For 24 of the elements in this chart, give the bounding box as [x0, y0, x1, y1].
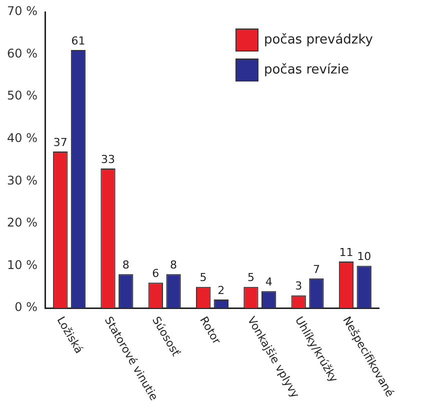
- data-label: 37: [53, 136, 68, 149]
- data-label: 2: [218, 284, 225, 297]
- y-tick-label: 10 %: [6, 258, 38, 272]
- data-label: 4: [265, 275, 272, 288]
- data-label: 6: [152, 266, 160, 280]
- data-label: 7: [312, 262, 320, 276]
- legend-label: počas prevádzky: [264, 32, 374, 48]
- y-tick-label: 50 %: [6, 88, 38, 103]
- y-tick-label: 30 %: [6, 173, 38, 188]
- y-tick-label: 60 %: [6, 46, 38, 60]
- data-label: 33: [101, 152, 116, 166]
- data-label: 3: [295, 280, 302, 293]
- data-label: 8: [122, 258, 130, 272]
- y-tick-label: 0 %: [14, 300, 38, 314]
- y-tick-label: 20 %: [6, 216, 38, 230]
- data-label: 8: [170, 258, 178, 272]
- data-label: 10: [357, 250, 372, 264]
- data-label: 11: [339, 246, 354, 259]
- data-label: 61: [71, 34, 86, 48]
- data-label: 5: [247, 271, 254, 284]
- data-label: 5: [200, 271, 207, 284]
- legend-label: počas revízie: [264, 62, 350, 78]
- y-tick-label: 70 %: [6, 4, 38, 18]
- y-tick-label: 40 %: [6, 130, 38, 145]
